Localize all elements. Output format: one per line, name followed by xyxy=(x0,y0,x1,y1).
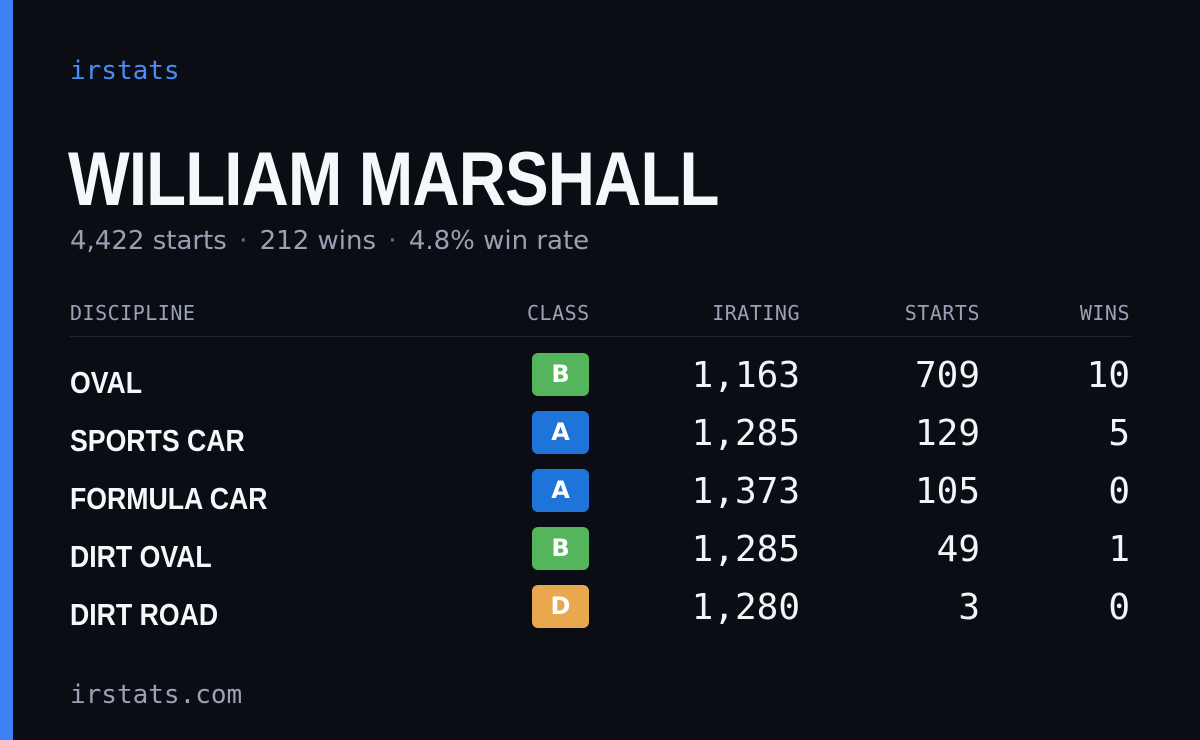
irating-cell: 1,280 xyxy=(691,587,800,628)
table-row: OVAL B 1,163 709 10 xyxy=(70,353,1131,411)
table-header: DISCIPLINE CLASS IRATING STARTS WINS xyxy=(70,296,1131,337)
driver-name: WILLIAM MARSHALL xyxy=(68,137,719,222)
summary-separator: · xyxy=(388,226,397,256)
class-badge: A xyxy=(532,469,589,512)
stats-table: DISCIPLINE CLASS IRATING STARTS WINS OVA… xyxy=(70,296,1131,643)
summary-wins: 212 wins xyxy=(259,226,377,256)
brand-logo: irstats xyxy=(70,56,180,86)
summary-separator: · xyxy=(239,226,248,256)
class-badge: B xyxy=(532,527,589,570)
driver-summary: 4,422 starts · 212 wins · 4.8% win rate xyxy=(70,226,589,256)
irating-cell: 1,285 xyxy=(691,529,800,570)
table-body: OVAL B 1,163 709 10 SPORTS CAR A 1,285 1… xyxy=(70,353,1131,643)
table-row: DIRT OVAL B 1,285 49 1 xyxy=(70,527,1131,585)
irating-cell: 1,373 xyxy=(691,471,800,512)
starts-cell: 105 xyxy=(914,471,980,512)
irating-cell: 1,285 xyxy=(691,413,800,454)
header-irating: IRATING xyxy=(712,301,800,325)
header-discipline: DISCIPLINE xyxy=(70,301,196,325)
class-badge: B xyxy=(532,353,589,396)
discipline-cell: SPORTS CAR xyxy=(70,423,245,458)
discipline-cell: FORMULA CAR xyxy=(70,481,268,516)
discipline-cell: DIRT OVAL xyxy=(70,539,212,574)
discipline-cell: OVAL xyxy=(70,365,143,400)
wins-cell: 0 xyxy=(1108,471,1130,512)
starts-cell: 129 xyxy=(914,413,980,454)
table-row: DIRT ROAD D 1,280 3 0 xyxy=(70,585,1131,643)
starts-cell: 3 xyxy=(958,587,980,628)
summary-win-rate: 4.8% win rate xyxy=(408,226,590,256)
wins-cell: 0 xyxy=(1108,587,1130,628)
irating-cell: 1,163 xyxy=(691,355,800,396)
discipline-cell: DIRT ROAD xyxy=(70,597,219,632)
footer-url[interactable]: irstats.com xyxy=(70,680,243,710)
starts-cell: 49 xyxy=(936,529,980,570)
starts-cell: 709 xyxy=(914,355,980,396)
class-badge: A xyxy=(532,411,589,454)
header-class: CLASS xyxy=(527,301,590,325)
wins-cell: 1 xyxy=(1108,529,1130,570)
wins-cell: 10 xyxy=(1086,355,1130,396)
class-badge: D xyxy=(532,585,589,628)
header-starts: STARTS xyxy=(904,301,980,325)
table-row: SPORTS CAR A 1,285 129 5 xyxy=(70,411,1131,469)
accent-bar xyxy=(0,0,13,740)
wins-cell: 5 xyxy=(1108,413,1130,454)
header-wins: WINS xyxy=(1079,301,1130,325)
summary-starts: 4,422 starts xyxy=(70,226,227,256)
table-row: FORMULA CAR A 1,373 105 0 xyxy=(70,469,1131,527)
